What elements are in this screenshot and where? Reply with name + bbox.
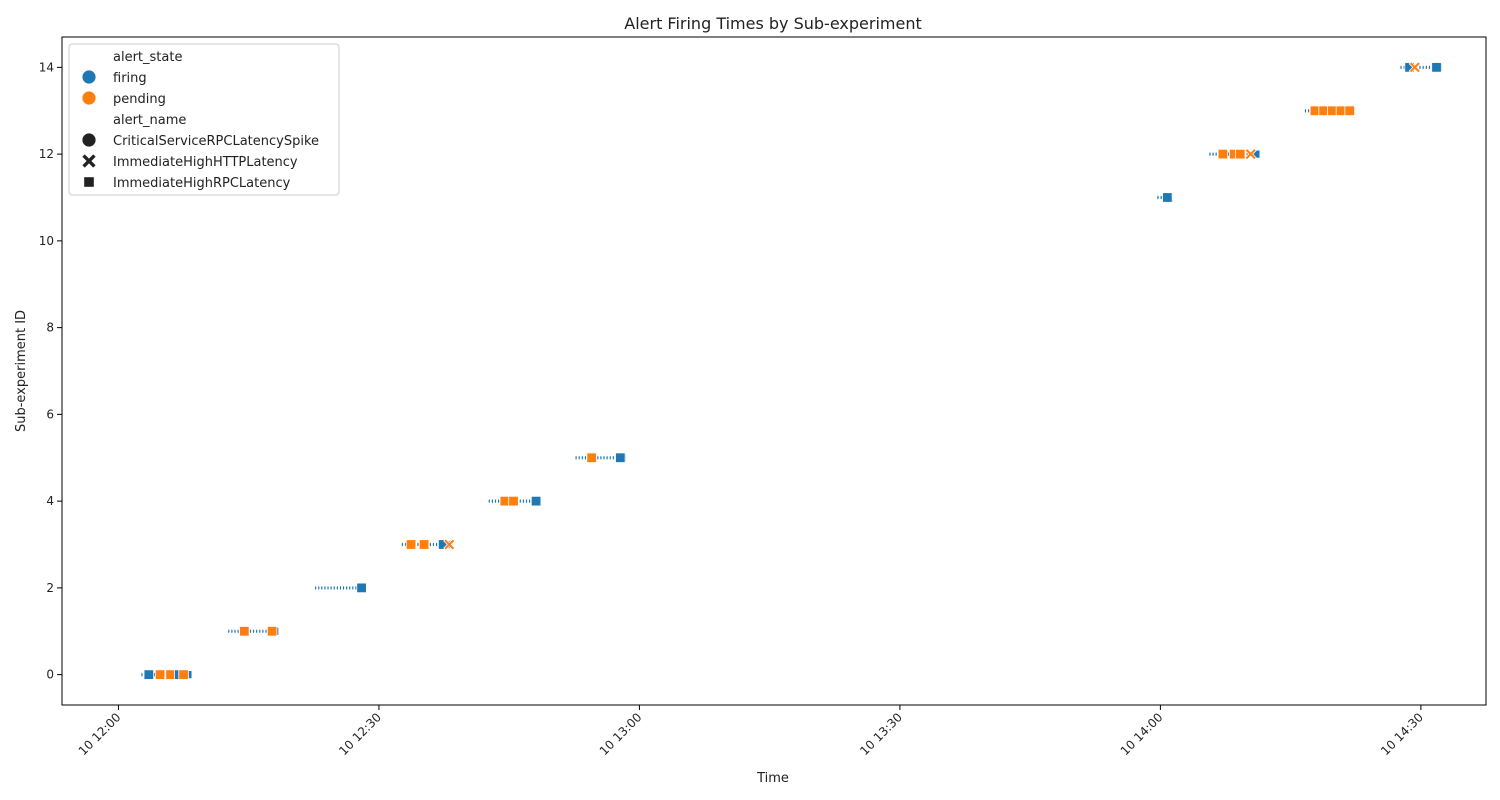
x-tick-label: 10 14:00 bbox=[1118, 710, 1166, 758]
y-tick-label: 0 bbox=[46, 668, 54, 682]
x-tick-label: 10 13:30 bbox=[857, 710, 905, 758]
legend-marker bbox=[84, 177, 94, 187]
data-point bbox=[178, 669, 189, 680]
legend-marker bbox=[82, 70, 96, 84]
y-axis-label: Sub-experiment ID bbox=[14, 310, 29, 432]
data-point bbox=[1431, 62, 1442, 73]
data-point bbox=[165, 669, 176, 680]
data-point bbox=[499, 495, 511, 507]
y-tick-label: 6 bbox=[46, 407, 54, 421]
legend-marker bbox=[82, 154, 96, 168]
x-axis-label: Time bbox=[756, 771, 789, 786]
data-point bbox=[266, 626, 278, 637]
data-point bbox=[1235, 148, 1246, 160]
data-point bbox=[1318, 105, 1329, 116]
y-tick-label: 4 bbox=[46, 494, 54, 508]
data-point bbox=[508, 495, 519, 507]
legend-state-title: alert_state bbox=[113, 50, 182, 65]
legend-name-label: CriticalServiceRPCLatencySpike bbox=[113, 134, 319, 149]
plot-frame bbox=[61, 36, 1487, 706]
data-point bbox=[443, 538, 456, 551]
legend-frame bbox=[68, 43, 340, 196]
data-point bbox=[143, 669, 155, 680]
y-axis: 0 2 4 6 8 10 12 14 bbox=[39, 60, 62, 682]
legend-state-label: pending bbox=[113, 92, 166, 107]
data-point bbox=[615, 452, 626, 463]
data-point bbox=[154, 669, 166, 680]
data-point bbox=[1309, 105, 1321, 116]
data-point bbox=[1244, 148, 1257, 161]
chart-title: Alert Firing Times by Sub-experiment bbox=[624, 14, 921, 33]
x-axis: 10 12:00 10 12:30 10 13:00 10 13:30 10 14:00… bbox=[76, 705, 1426, 758]
data-point bbox=[405, 539, 417, 550]
data-point bbox=[239, 626, 250, 637]
legend-marker bbox=[82, 91, 96, 105]
x-tick-label: 10 13:00 bbox=[597, 710, 645, 758]
legend-marker bbox=[82, 133, 96, 147]
data-point bbox=[586, 452, 597, 463]
data-point bbox=[1344, 105, 1355, 116]
y-tick-label: 8 bbox=[46, 321, 54, 335]
x-tick-label: 10 12:30 bbox=[336, 710, 384, 758]
legend-name-title: alert_name bbox=[113, 113, 186, 128]
data-point bbox=[530, 495, 542, 507]
data-point bbox=[1162, 192, 1173, 203]
y-tick-label: 14 bbox=[39, 60, 54, 74]
data-point bbox=[418, 539, 430, 550]
data-point bbox=[1217, 148, 1229, 160]
data-point bbox=[356, 582, 367, 594]
data-point bbox=[1327, 105, 1338, 116]
data-point bbox=[1408, 61, 1421, 74]
y-tick-label: 12 bbox=[39, 147, 54, 161]
data-point bbox=[1335, 105, 1347, 116]
plot-area bbox=[139, 61, 1444, 681]
x-tick-label: 10 14:30 bbox=[1378, 710, 1426, 758]
legend-name-label: ImmediateHighHTTPLatency bbox=[113, 155, 298, 170]
y-tick-label: 10 bbox=[39, 234, 54, 248]
legend-name-label: ImmediateHighRPCLatency bbox=[113, 176, 291, 191]
legend-state-label: firing bbox=[113, 71, 147, 86]
x-tick-label: 10 12:00 bbox=[76, 710, 124, 758]
y-tick-label: 2 bbox=[46, 581, 54, 595]
